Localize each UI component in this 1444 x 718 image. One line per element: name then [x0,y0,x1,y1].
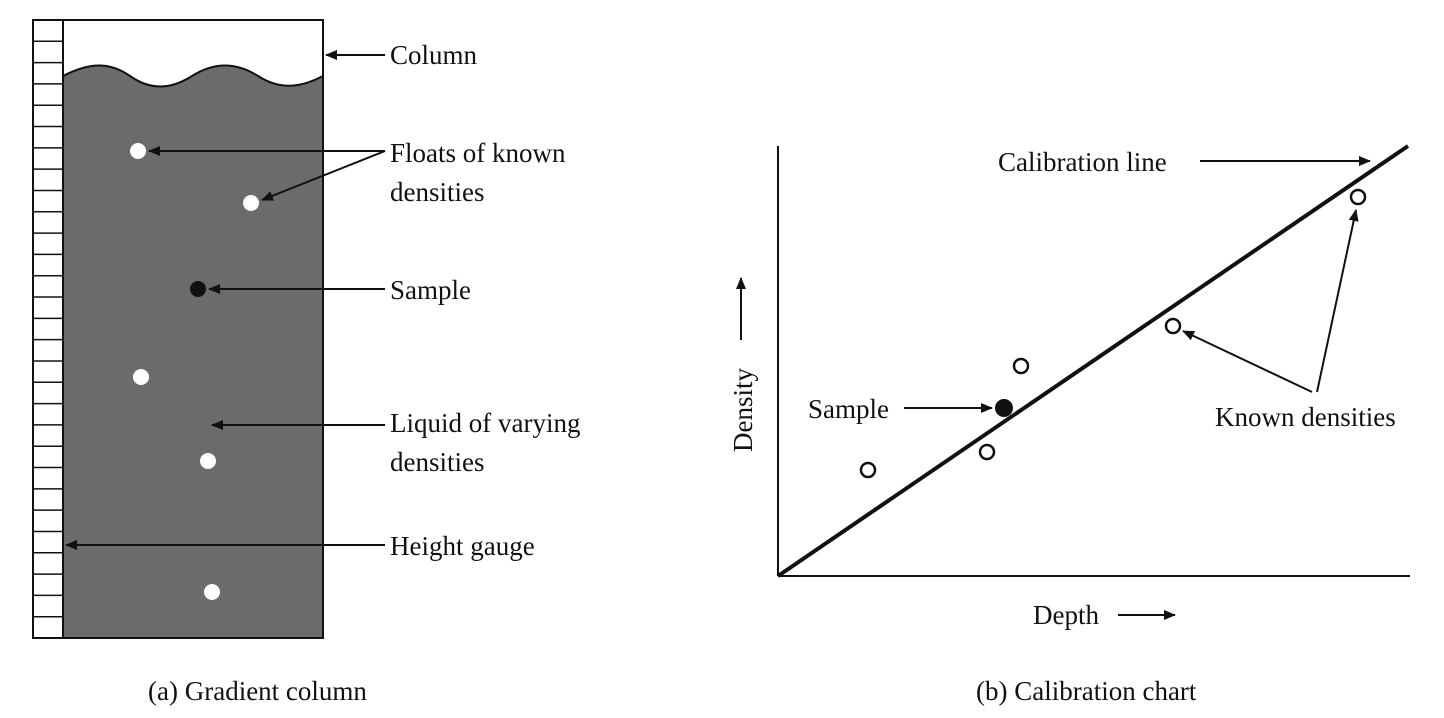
sample-point [995,399,1013,417]
float-marker [243,195,259,211]
known-density-point [1012,357,1030,375]
known-density-point [1164,317,1182,335]
label-sample-b: Sample [808,394,889,424]
float-marker [133,369,149,385]
known-density-point [859,461,877,479]
label-floats-line1: Floats of known [390,138,566,168]
float-marker [204,584,220,600]
caption-b: (b) Calibration chart [976,676,1197,706]
known-densities-arrow [1316,209,1359,393]
known-density-point [978,443,996,461]
known-density-point [1349,188,1367,206]
caption-a: (a) Gradient column [148,676,367,706]
liquid-body [62,64,324,639]
float-marker [130,143,146,159]
y-axis-label: Density [728,368,758,452]
x-axis-label: Depth [1033,600,1099,630]
known-densities-arrow [1182,330,1313,393]
label-height-gauge: Height gauge [390,531,535,561]
label-liquid-line1: Liquid of varying [390,408,580,438]
label-floats-line2: densities [390,177,485,207]
sample-marker [190,281,206,297]
label-known-densities: Known densities [1215,402,1396,432]
label-calibration-line: Calibration line [998,147,1167,177]
panel-a-gradient-column: Column Floats of known densities Sample … [32,19,580,706]
calibration-line [776,144,1410,578]
label-sample: Sample [390,275,471,305]
label-column: Column [390,40,478,70]
height-gauge [32,19,64,639]
height-gauge-ticks [33,40,63,618]
floats-arrow [261,150,386,201]
float-marker [200,453,216,469]
label-liquid-line2: densities [390,447,485,477]
panel-b-calibration-chart: Calibration line Sample Known densities … [728,144,1410,706]
